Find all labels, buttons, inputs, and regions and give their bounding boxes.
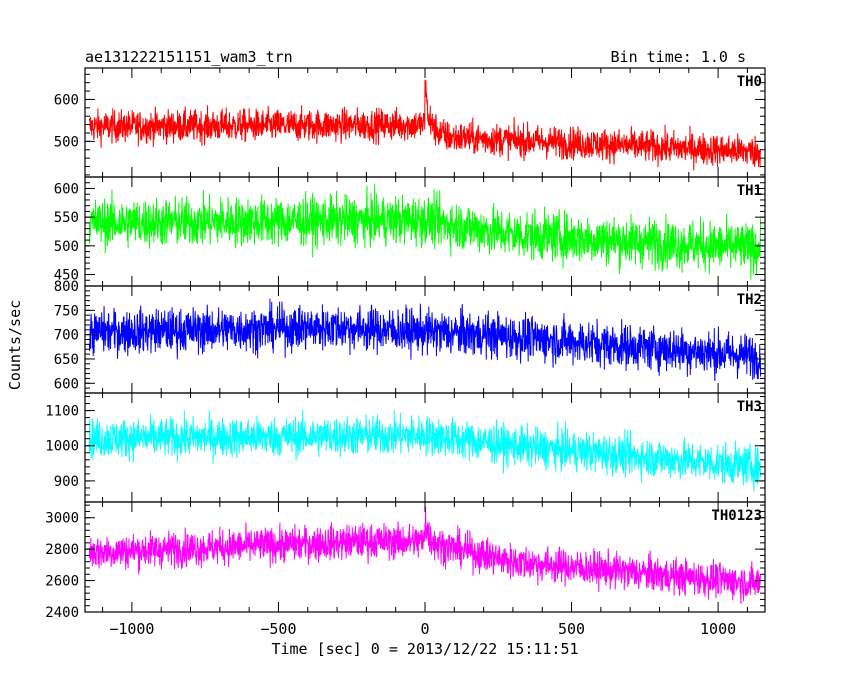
panel-name-label: TH3 [737, 399, 762, 415]
y-tick-label: 1100 [45, 404, 79, 420]
panel-name-label: TH0123 [711, 508, 762, 524]
panels-group: 500 600 TH0 450 500 550 600 TH1 600 650 700 750 800 T… [45, 67, 766, 621]
series-line-th0 [88, 79, 762, 171]
y-tick-label: 900 [54, 474, 79, 490]
series-line-th2 [88, 298, 762, 381]
y-tick-label: 750 [54, 303, 79, 319]
y-tick-label: 600 [54, 181, 79, 197]
series-line-th3 [88, 409, 762, 492]
y-axis-label: Counts/sec [6, 300, 24, 390]
x-tick-label: −500 [260, 620, 296, 638]
y-tick-label: 600 [54, 376, 79, 392]
x-axis: −1000 −500 0 500 1000 [109, 620, 736, 638]
panel-name-label: TH1 [737, 183, 762, 199]
y-tick-label: 1000 [45, 439, 79, 455]
panel-name-label: TH2 [737, 292, 762, 308]
x-tick-label: 0 [420, 620, 429, 638]
series-line-th1 [88, 184, 762, 280]
y-tick-label: 3000 [45, 511, 79, 527]
panel-th0123: 2400 2600 2800 3000 TH0123 [45, 501, 766, 621]
y-tick-label: 450 [54, 268, 79, 284]
y-tick-label: 2400 [45, 605, 79, 621]
x-tick-label: 500 [558, 620, 585, 638]
panel-th1: 450 500 550 600 TH1 [54, 176, 766, 287]
chart-title: ae131222151151_wam3_trn [85, 48, 293, 66]
y-tick-label: 550 [54, 210, 79, 226]
y-tick-label: 500 [54, 239, 79, 255]
y-tick-label: 500 [54, 134, 79, 150]
x-tick-label: −1000 [109, 620, 154, 638]
series-line-th0123 [88, 506, 762, 604]
x-axis-label: Time [sec] 0 = 2013/12/22 15:11:51 [271, 640, 578, 658]
y-tick-label: 2800 [45, 542, 79, 558]
panel-th2: 600 650 700 750 800 TH2 [54, 279, 766, 394]
panel-th3: 900 1000 1100 TH3 [45, 392, 766, 503]
y-tick-label: 600 [54, 92, 79, 108]
y-tick-label: 700 [54, 328, 79, 344]
y-tick-label: 2600 [45, 574, 79, 590]
panel-th0: 500 600 TH0 [54, 67, 766, 178]
y-tick-label: 650 [54, 352, 79, 368]
panel-name-label: TH0 [737, 74, 762, 90]
x-tick-label: 1000 [700, 620, 736, 638]
bin-time-label: Bin time: 1.0 s [611, 48, 746, 66]
y-tick-label: 800 [54, 279, 79, 295]
